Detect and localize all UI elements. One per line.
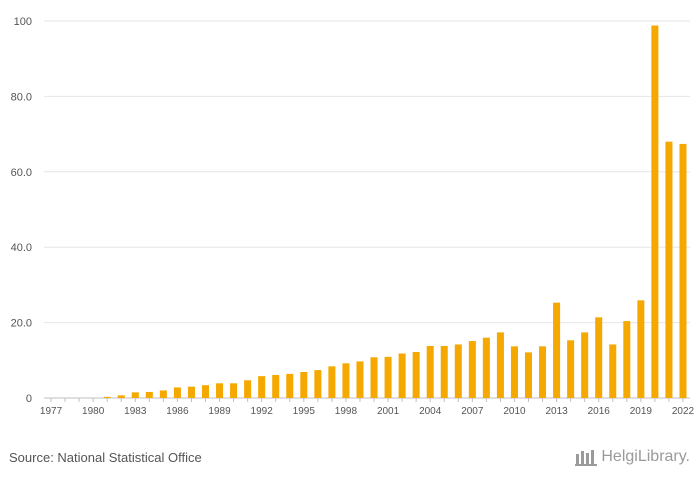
bar-1984[interactable]	[145, 391, 153, 398]
bar-1998[interactable]	[342, 363, 350, 398]
bar-2012[interactable]	[539, 346, 547, 398]
bar-1991[interactable]	[244, 380, 252, 398]
bar-2008[interactable]	[482, 337, 490, 398]
bar-2005[interactable]	[440, 345, 448, 398]
bar-2010[interactable]	[510, 346, 518, 398]
x-tick-label: 2004	[419, 406, 442, 417]
bar-2015[interactable]	[581, 332, 589, 398]
bar-2003[interactable]	[412, 352, 420, 398]
brand-name: HelgiLibrary.	[601, 448, 690, 465]
bar-2000[interactable]	[370, 357, 378, 398]
bar-1988[interactable]	[201, 385, 210, 398]
bar-chart: 0 20.0 40.0 60.0 80.0 100 1977 1980 1983 1986 198…	[11, 16, 695, 417]
bar-2011[interactable]	[524, 352, 533, 398]
y-tick-label: 80.0	[11, 91, 32, 103]
x-tick-label: 1980	[82, 406, 105, 417]
bars	[103, 25, 687, 399]
source-note: Source: National Statistical Office	[9, 450, 202, 465]
x-tick-label: 1992	[251, 406, 274, 417]
bar-2009[interactable]	[496, 332, 504, 398]
x-tick-label: 2007	[461, 406, 484, 417]
bar-1992[interactable]	[258, 376, 266, 398]
bar-1987[interactable]	[187, 386, 195, 398]
x-axis: 1977 1980 1983 1986 1989 1992 1995 1998 2001 2004…	[40, 398, 695, 417]
gridlines	[44, 20, 690, 399]
x-tick-label: 2022	[672, 406, 695, 417]
x-tick-label: 2013	[545, 406, 568, 417]
bar-2021[interactable]	[665, 141, 673, 398]
brand-logo[interactable]: HelgiLibrary.	[575, 448, 690, 466]
bar-2022[interactable]	[679, 143, 687, 398]
library-icon	[575, 450, 598, 466]
bar-2016[interactable]	[595, 317, 603, 398]
bar-1997[interactable]	[328, 366, 336, 398]
bar-2018[interactable]	[623, 321, 631, 398]
bar-2001[interactable]	[384, 356, 392, 398]
bar-1982[interactable]	[117, 395, 125, 398]
bar-2013[interactable]	[553, 302, 561, 398]
x-tick-label: 1998	[335, 406, 358, 417]
bar-1985[interactable]	[159, 390, 167, 398]
x-tick-label: 1986	[166, 406, 189, 417]
bar-1999[interactable]	[356, 361, 364, 398]
y-tick-label: 100	[14, 16, 32, 28]
bar-2019[interactable]	[637, 300, 645, 398]
bar-1981[interactable]	[103, 396, 111, 398]
y-tick-label: 20.0	[11, 318, 32, 330]
bar-2014[interactable]	[567, 340, 575, 398]
bar-1995[interactable]	[300, 371, 308, 398]
bar-1986[interactable]	[173, 387, 181, 398]
y-tick-label: 0	[26, 393, 32, 405]
bar-1996[interactable]	[314, 370, 322, 398]
bar-2002[interactable]	[398, 353, 406, 398]
x-tick-label: 1989	[208, 406, 231, 417]
bar-1990[interactable]	[230, 383, 238, 398]
chart-area: 0 20.0 40.0 60.0 80.0 100 1977 1980 1983 1986 198…	[11, 16, 695, 417]
x-tick-label: 2010	[503, 406, 526, 417]
x-tick-label: 1983	[124, 406, 147, 417]
x-tick-label: 2001	[377, 406, 400, 417]
x-tick-label: 2019	[630, 406, 653, 417]
footer: Source: National Statistical Office Helg…	[0, 440, 700, 483]
bar-2006[interactable]	[454, 344, 462, 398]
bar-1989[interactable]	[216, 383, 224, 398]
bar-2007[interactable]	[468, 341, 476, 398]
bar-2004[interactable]	[426, 345, 434, 398]
bar-2020[interactable]	[651, 25, 659, 399]
bar-1983[interactable]	[131, 392, 139, 398]
bar-1993[interactable]	[272, 375, 280, 398]
y-tick-label: 40.0	[11, 242, 32, 254]
bar-1994[interactable]	[286, 373, 294, 398]
bar-2017[interactable]	[609, 344, 617, 398]
x-tick-label: 2016	[588, 406, 611, 417]
y-axis: 0 20.0 40.0 60.0 80.0 100	[11, 16, 32, 405]
y-tick-label: 60.0	[11, 167, 32, 179]
x-tick-label: 1977	[40, 406, 63, 417]
x-tick-label: 1995	[293, 406, 316, 417]
